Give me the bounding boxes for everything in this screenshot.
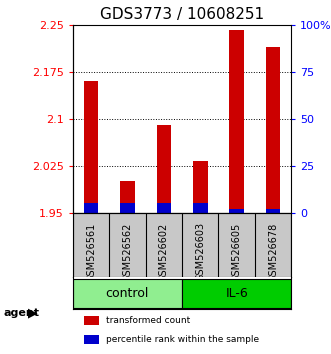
Text: ▶: ▶ <box>28 307 38 320</box>
Text: transformed count: transformed count <box>106 316 190 325</box>
Text: GSM526562: GSM526562 <box>122 222 132 282</box>
Bar <box>84 316 99 325</box>
Text: agent: agent <box>3 308 39 318</box>
Bar <box>266 209 280 213</box>
Text: control: control <box>106 287 149 300</box>
Bar <box>193 161 208 213</box>
Bar <box>157 125 171 213</box>
Text: percentile rank within the sample: percentile rank within the sample <box>106 335 259 344</box>
Bar <box>120 203 135 213</box>
Text: GSM526603: GSM526603 <box>195 222 205 281</box>
Text: GSM526678: GSM526678 <box>268 222 278 282</box>
Bar <box>266 47 280 213</box>
Bar <box>229 209 244 213</box>
FancyBboxPatch shape <box>73 279 182 308</box>
Text: GSM526561: GSM526561 <box>86 222 96 282</box>
Bar <box>84 335 99 344</box>
Bar <box>120 181 135 213</box>
Text: GSM526602: GSM526602 <box>159 222 169 282</box>
Text: IL-6: IL-6 <box>225 287 248 300</box>
Bar <box>157 203 171 213</box>
Bar <box>84 203 98 213</box>
Bar <box>193 203 208 213</box>
Title: GDS3773 / 10608251: GDS3773 / 10608251 <box>100 7 264 22</box>
Bar <box>84 81 98 213</box>
FancyBboxPatch shape <box>182 279 291 308</box>
Text: GSM526605: GSM526605 <box>232 222 242 282</box>
Bar <box>229 30 244 213</box>
